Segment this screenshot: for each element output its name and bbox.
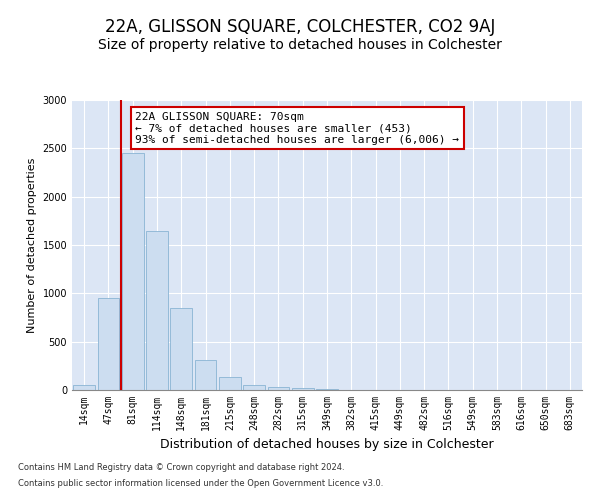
Text: Contains HM Land Registry data © Crown copyright and database right 2024.: Contains HM Land Registry data © Crown c… <box>18 464 344 472</box>
Y-axis label: Number of detached properties: Number of detached properties <box>27 158 37 332</box>
Bar <box>219 378 241 390</box>
Text: Contains public sector information licensed under the Open Government Licence v3: Contains public sector information licen… <box>18 478 383 488</box>
Bar <box>73 385 95 390</box>
Text: Size of property relative to detached houses in Colchester: Size of property relative to detached ho… <box>98 38 502 52</box>
Bar <box>243 384 265 390</box>
Bar <box>292 388 314 390</box>
Text: 22A GLISSON SQUARE: 70sqm
← 7% of detached houses are smaller (453)
93% of semi-: 22A GLISSON SQUARE: 70sqm ← 7% of detach… <box>135 112 459 145</box>
X-axis label: Distribution of detached houses by size in Colchester: Distribution of detached houses by size … <box>160 438 494 452</box>
Text: 22A, GLISSON SQUARE, COLCHESTER, CO2 9AJ: 22A, GLISSON SQUARE, COLCHESTER, CO2 9AJ <box>105 18 495 36</box>
Bar <box>170 308 192 390</box>
Bar <box>194 360 217 390</box>
Bar <box>146 230 168 390</box>
Bar <box>268 386 289 390</box>
Bar <box>316 389 338 390</box>
Bar <box>97 298 119 390</box>
Bar <box>122 153 143 390</box>
